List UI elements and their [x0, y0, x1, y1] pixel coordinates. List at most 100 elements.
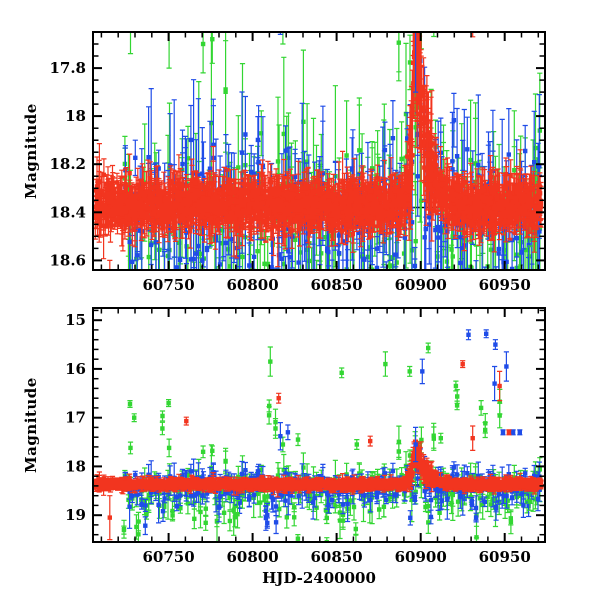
blue-outlier-error-bar	[277, 33, 283, 35]
red-outlier-point	[108, 366, 112, 370]
green-outlier-error-bar	[235, 284, 240, 419]
green-outlier-point	[235, 350, 239, 354]
green-outlier-point	[295, 437, 301, 442]
green-outlier-error-bar	[166, 33, 172, 69]
y-tick-label: 15	[65, 311, 86, 329]
green-points	[122, 34, 543, 269]
blue-outlier-point	[466, 332, 471, 337]
green-outlier-point	[166, 445, 172, 451]
red-outlier-error-bar	[107, 259, 113, 269]
green-outlier-point	[453, 383, 459, 389]
blue-outlier-point	[420, 369, 425, 374]
x-tick-label: 60950	[479, 548, 531, 566]
panel-full-panel	[94, 329, 544, 541]
green-outlier-point	[128, 23, 132, 27]
blue-outlier-point	[484, 331, 489, 336]
red-outlier-point	[107, 515, 112, 520]
green-outlier-point	[227, 518, 233, 524]
x-tick-label: 60950	[479, 276, 531, 294]
green-outlier-point	[128, 445, 133, 451]
green-outlier-point	[228, 383, 232, 387]
red-outlier-point	[276, 396, 281, 401]
blue-outlier-point	[510, 430, 516, 435]
green-outlier-error-bar	[527, 245, 533, 269]
panel-frame	[92, 307, 546, 543]
green-outlier-error-bar	[280, 33, 286, 45]
green-outlier-error-bar	[295, 0, 300, 13]
green-outlier-point	[527, 499, 533, 504]
green-outlier-point	[426, 345, 431, 351]
axis-ticks	[94, 31, 544, 269]
green-outlier-point	[383, 361, 388, 367]
green-outlier-point	[280, 442, 286, 447]
blue-outlier-point	[504, 364, 509, 369]
y-tick-label: 18.2	[49, 155, 86, 173]
green-outlier-point	[268, 359, 273, 364]
green-outlier-point	[222, 342, 226, 346]
red-outlier-point	[497, 383, 502, 389]
blue-outlier-error-bar	[413, 33, 419, 93]
x-tick-label: 60750	[143, 548, 195, 566]
y-tick-label: 17.8	[49, 59, 86, 77]
green-outlier-point	[355, 6, 359, 10]
y-tick-label: 18	[65, 107, 86, 125]
red-points	[94, 33, 544, 238]
green-outlier-point	[132, 415, 137, 420]
red-outlier-point	[470, 436, 475, 441]
green-outlier-point	[127, 401, 133, 407]
panel-zoomed-panel	[94, 0, 544, 433]
x-tick-label: 60800	[227, 548, 279, 566]
y-axis-label-bottom: Magnitude	[22, 377, 40, 473]
green-outlier-point	[235, 512, 240, 517]
y-tick-label: 18	[65, 457, 86, 475]
y-axis-label-top: Magnitude	[22, 103, 40, 199]
y-tick-label: 18.6	[49, 251, 86, 269]
green-outlier-point	[438, 436, 443, 441]
green-series	[122, 33, 543, 269]
green-outlier-point	[478, 405, 484, 411]
panel-frame	[92, 31, 546, 271]
x-axis-label: HJD-2400000	[262, 569, 376, 587]
green-outlier-point	[407, 369, 412, 374]
y-tick-label: 18.4	[49, 203, 86, 221]
red-outlier-point	[460, 361, 465, 367]
red-points	[94, 445, 544, 493]
x-tick-label: 60900	[395, 548, 447, 566]
y-tick-label: 19	[65, 506, 86, 524]
green-outlier-point	[200, 41, 206, 47]
x-tick-label: 60900	[395, 276, 447, 294]
green-outlier-point	[221, 510, 227, 515]
red-outlier-point	[184, 418, 189, 424]
x-tick-label: 60800	[227, 276, 279, 294]
green-outlier-point	[210, 448, 215, 453]
x-tick-label: 60850	[311, 276, 363, 294]
green-outlier-point	[210, 37, 215, 42]
blue-outlier-point	[517, 430, 522, 435]
green-outlier-point	[354, 442, 359, 447]
blue-outlier-point	[278, 434, 283, 439]
red-outlier-point	[368, 438, 373, 444]
blue-outlier-point	[493, 342, 498, 347]
x-tick-label: 60750	[143, 276, 195, 294]
green-outlier-point	[200, 449, 206, 454]
red-outlier-point	[506, 430, 512, 435]
red-outlier-error-bar	[368, 0, 373, 15]
green-outlier-point	[281, 6, 285, 10]
green-outlier-error-bar	[127, 33, 134, 55]
blue-outlier-point	[413, 6, 417, 10]
green-outlier-error-bar	[227, 337, 232, 433]
green-outlier-error-bar	[438, 0, 443, 1]
green-outlier-error-bar	[354, 0, 359, 32]
blue-outlier-point	[492, 381, 497, 386]
green-outlier-point	[339, 370, 344, 375]
green-outlier-point	[166, 400, 171, 406]
y-tick-label: 17	[65, 409, 86, 427]
green-error-bars	[122, 33, 543, 269]
blue-outlier-point	[413, 442, 418, 447]
blue-outlier-point	[500, 430, 506, 435]
green-outlier-point	[167, 23, 171, 27]
outlier-points	[107, 329, 533, 541]
x-tick-label: 60850	[311, 548, 363, 566]
